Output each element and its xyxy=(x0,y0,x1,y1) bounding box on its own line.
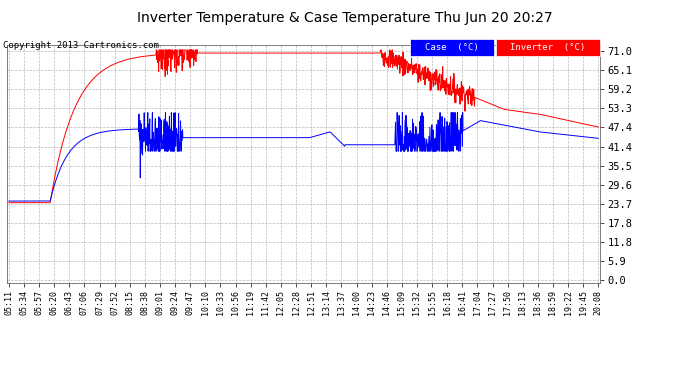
Text: Copyright 2013 Cartronics.com: Copyright 2013 Cartronics.com xyxy=(3,41,159,50)
Text: Inverter Temperature & Case Temperature Thu Jun 20 20:27: Inverter Temperature & Case Temperature … xyxy=(137,11,553,25)
